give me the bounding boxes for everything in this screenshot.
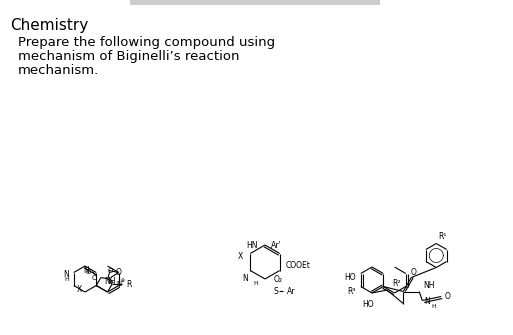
Text: R²: R² [392, 279, 401, 288]
Bar [130, 0, 380, 5]
Text: S: S [274, 286, 279, 295]
Text: O₂: O₂ [273, 274, 283, 283]
Text: H: H [64, 277, 69, 282]
Text: R: R [126, 280, 131, 289]
Text: O: O [444, 292, 450, 301]
Text: H: H [253, 281, 258, 286]
Text: N: N [424, 297, 430, 306]
Text: N: N [84, 266, 89, 275]
Text: NH: NH [104, 277, 116, 286]
Text: H: H [431, 304, 436, 309]
Text: mechanism.: mechanism. [18, 64, 99, 77]
Text: N: N [116, 281, 121, 287]
Text: X: X [238, 252, 243, 261]
Text: N: N [243, 274, 248, 283]
Text: R¹: R¹ [438, 232, 446, 241]
Text: O: O [86, 269, 91, 275]
Text: O: O [108, 268, 113, 274]
Text: ⊕: ⊕ [121, 278, 125, 283]
Text: HO: HO [363, 300, 374, 309]
Text: NH: NH [423, 281, 435, 290]
Text: O: O [410, 268, 416, 277]
Text: O: O [91, 275, 97, 281]
Text: N: N [63, 270, 69, 279]
Text: mechanism of Biginelli’s reaction: mechanism of Biginelli’s reaction [18, 50, 240, 63]
Text: COOEt: COOEt [285, 261, 310, 270]
Text: Chemistry: Chemistry [10, 18, 88, 33]
Text: R³: R³ [347, 287, 356, 296]
Text: Ar: Ar [287, 286, 295, 295]
Text: Prepare the following compound using: Prepare the following compound using [18, 36, 275, 49]
Text: HN: HN [247, 241, 258, 250]
Text: X: X [77, 285, 82, 294]
Text: O: O [116, 268, 122, 277]
Text: Ar': Ar' [271, 241, 282, 250]
Text: HO: HO [344, 273, 356, 282]
